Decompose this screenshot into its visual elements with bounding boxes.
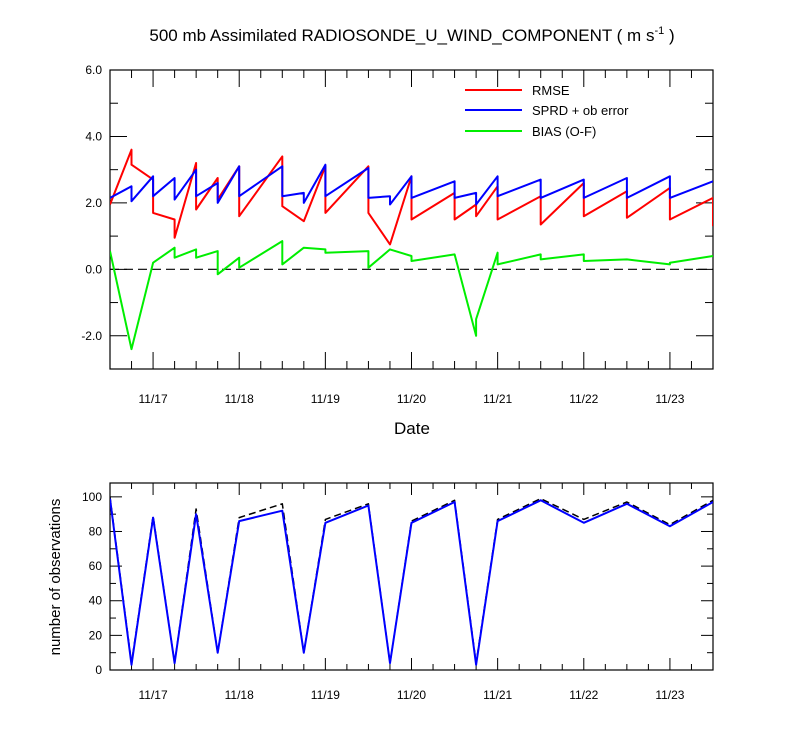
- stats-date-label: 11/19: [311, 392, 340, 406]
- stats-date-label: 11/18: [225, 392, 254, 406]
- obs-y-tick-label: 0: [95, 663, 102, 677]
- title-superscript: -1: [654, 25, 664, 37]
- obs-date-label: 11/21: [483, 688, 512, 702]
- stats-date-label: 11/22: [569, 392, 598, 406]
- stats-y-tick-label: 4.0: [85, 129, 102, 143]
- obs-y-tick-label: 60: [89, 559, 103, 573]
- stats-date-label: 11/21: [483, 392, 512, 406]
- stats-y-tick-label: -2.0: [81, 329, 102, 343]
- stats-series-sprd-ob-error: [110, 163, 713, 206]
- legend-label-bias: BIAS (O-F): [532, 124, 596, 139]
- stats-y-tick-label: 2.0: [85, 196, 102, 210]
- obs-y-tick-label: 100: [82, 490, 102, 504]
- obs-date-label: 11/18: [225, 688, 254, 702]
- obs-date-label: 11/20: [397, 688, 426, 702]
- stats-series-rmse: [110, 148, 713, 246]
- obs-date-label: 11/19: [311, 688, 340, 702]
- title-tail: ): [664, 26, 674, 45]
- stats-date-label: 11/17: [139, 392, 168, 406]
- stats-series-bias-o-f-: [110, 240, 713, 351]
- obs-y-tick-label: 40: [89, 594, 103, 608]
- obs-series-assimilated: [110, 498, 713, 666]
- stats-date-label: 11/20: [397, 392, 426, 406]
- legend-label-rmse: RMSE: [532, 83, 570, 98]
- obs-y-tick-label: 80: [89, 524, 103, 538]
- title-main: 500 mb Assimilated RADIOSONDE_U_WIND_COM…: [149, 26, 654, 45]
- obs-date-label: 11/17: [139, 688, 168, 702]
- obs-y-tick-label: 20: [89, 628, 103, 642]
- stats-y-tick-label: 6.0: [85, 63, 102, 77]
- stats-panel: 11/17 11/18 11/19 11/20 11/21 11/22 11/23 -2.0 0…: [81, 63, 714, 406]
- stats-date-label: 11/23: [655, 392, 684, 406]
- y-axis-label-obs: number of observations: [47, 499, 64, 656]
- obs-panel: 11/17 11/18 11/19 11/20 11/21 11/22 11/23 0 20 40…: [82, 482, 714, 702]
- obs-date-label: 11/23: [655, 688, 684, 702]
- obs-plot-frame: [109, 482, 714, 671]
- legend-label-sprd: SPRD + ob error: [532, 103, 629, 118]
- legend: RMSE SPRD + ob error BIAS (O-F): [465, 83, 629, 139]
- obs-date-label: 11/22: [569, 688, 598, 702]
- x-axis-label: Date: [394, 419, 430, 438]
- stats-y-tick-label: 0.0: [85, 262, 102, 276]
- obs-series-possible: [110, 496, 713, 664]
- chart-title: 500 mb Assimilated RADIOSONDE_U_WIND_COM…: [149, 25, 674, 45]
